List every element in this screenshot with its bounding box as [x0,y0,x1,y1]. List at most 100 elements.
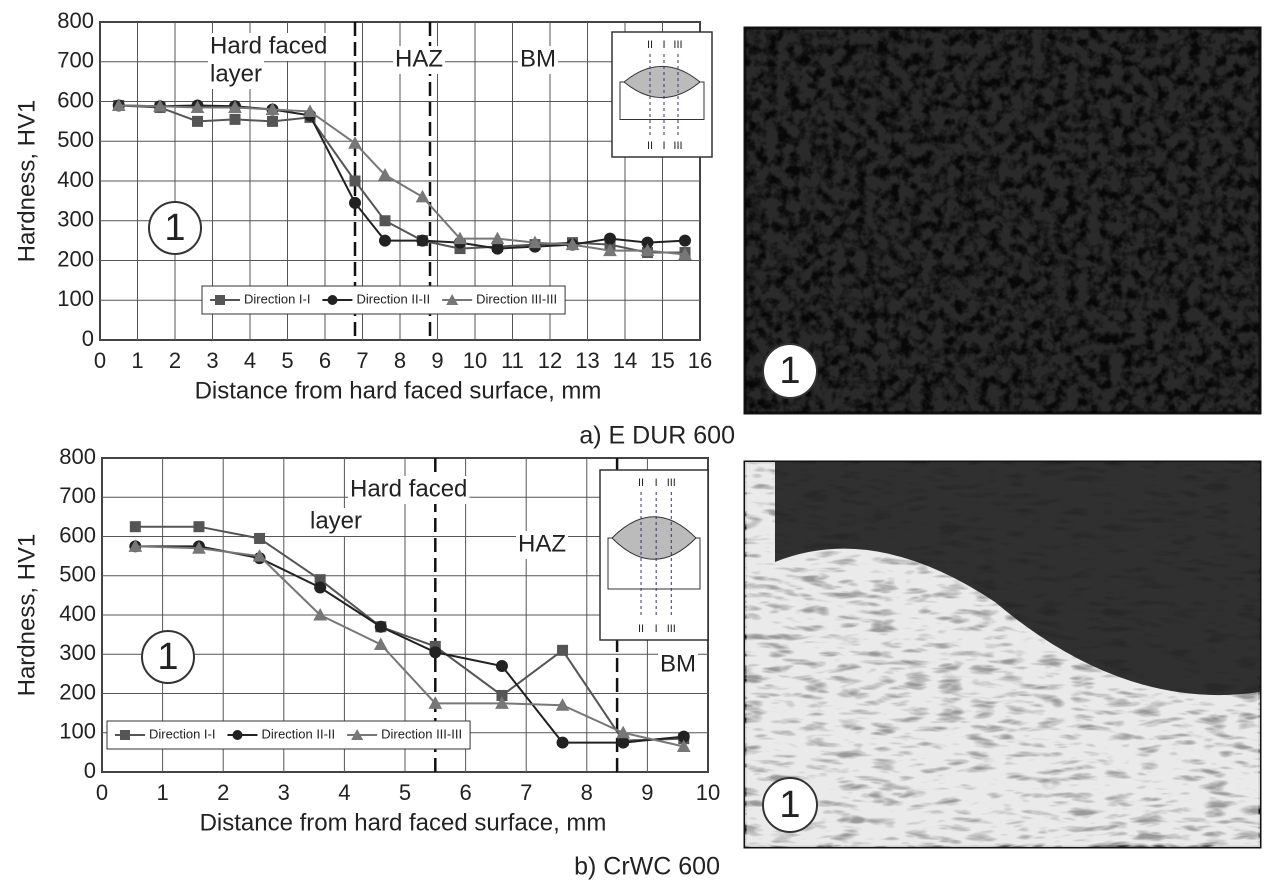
x-tick-label: 1 [156,780,168,805]
marker [255,533,265,543]
legend-label: Direction III-III [476,291,557,306]
marker [315,582,326,593]
y-axis-label: Hardness, HV1 [13,534,40,697]
annotation: HAZ [518,530,566,557]
y-tick-label: 100 [57,286,94,311]
legend-marker [327,295,337,305]
marker [130,522,140,532]
x-tick-label: 4 [244,348,256,373]
x-tick-label: 3 [206,348,218,373]
y-tick-label: 800 [57,8,94,33]
annotation: Hard faced [210,32,327,59]
annotation: HAZ [395,45,443,72]
y-tick-label: 400 [57,167,94,192]
legend-label: Direction I-I [149,726,215,741]
x-tick-label: 0 [94,348,106,373]
x-axis-label: Distance from hard faced surface, mm [195,377,602,404]
inset-label: I [655,477,658,489]
legend-marker [120,730,130,740]
marker [417,235,428,246]
y-tick-label: 800 [59,444,96,469]
marker [680,235,691,246]
inset-label: I [662,140,665,152]
y-tick-label: 500 [59,562,96,587]
y-tick-label: 300 [59,640,96,665]
inset-label: I [662,39,665,51]
annotation: Hard faced [350,475,467,502]
x-tick-label: 16 [688,348,712,373]
x-tick-label: 5 [399,780,411,805]
micrograph-texture [745,28,1260,413]
inset-label: III [667,623,676,635]
annotation: layer [210,60,262,87]
x-tick-label: 15 [650,348,674,373]
x-tick-label: 7 [356,348,368,373]
marker [194,522,204,532]
marker [380,235,391,246]
x-tick-label: 6 [319,348,331,373]
x-tick-label: 14 [613,348,637,373]
annotation: BM [520,45,556,72]
marker [193,116,203,126]
marker [350,197,361,208]
x-tick-label: 1 [131,348,143,373]
y-tick-label: 700 [57,48,94,73]
x-tick-label: 8 [394,348,406,373]
y-tick-label: 600 [57,87,94,112]
legend-marker [215,295,225,305]
y-tick-label: 700 [59,483,96,508]
y-tick-label: 400 [59,601,96,626]
y-tick-label: 500 [57,127,94,152]
marker [350,176,360,186]
inset-label: II [647,39,653,51]
y-tick-label: 0 [84,758,96,783]
legend-label: Direction II-II [261,726,335,741]
inset-label: I [655,623,658,635]
marker [605,233,616,244]
marker [557,737,568,748]
y-tick-label: 300 [57,207,94,232]
x-tick-label: 0 [96,780,108,805]
x-tick-label: 10 [696,780,720,805]
x-tick-label: 2 [169,348,181,373]
x-tick-label: 5 [281,348,293,373]
marker [492,243,503,254]
marker [268,116,278,126]
marker [558,645,568,655]
x-tick-label: 9 [431,348,443,373]
y-tick-label: 600 [59,522,96,547]
caption: b) CrWC 600 [574,853,720,881]
annotation: layer [310,507,362,534]
micrograph-label: 1 [779,350,800,392]
x-tick-label: 4 [338,780,350,805]
marker-label: 1 [157,636,178,678]
x-tick-label: 11 [501,348,524,373]
inset-label: III [673,39,682,51]
y-tick-label: 200 [57,246,94,271]
marker-label: 1 [164,207,185,249]
legend-label: Direction I-I [244,291,310,306]
marker [375,621,386,632]
x-tick-label: 9 [641,780,653,805]
annotation: BM [660,650,696,677]
figure: 0123456789101112131415160100200300400500… [0,0,1268,889]
marker [230,114,240,124]
y-tick-label: 200 [59,679,96,704]
inset-label: III [673,140,682,152]
caption: a) E DUR 600 [579,422,735,450]
x-tick-label: 8 [581,780,593,805]
y-tick-label: 100 [59,719,96,744]
inset-label: II [638,477,644,489]
legend-label: Direction III-III [381,726,462,741]
marker [380,216,390,226]
y-axis-label: Hardness, HV1 [13,100,40,263]
inset-label: II [647,140,653,152]
x-tick-label: 13 [575,348,599,373]
micrograph-label: 1 [779,784,800,826]
inset-label: III [667,477,676,489]
legend-marker [232,730,242,740]
x-tick-label: 12 [538,348,562,373]
marker [430,647,441,658]
marker [496,661,507,672]
marker [618,737,629,748]
